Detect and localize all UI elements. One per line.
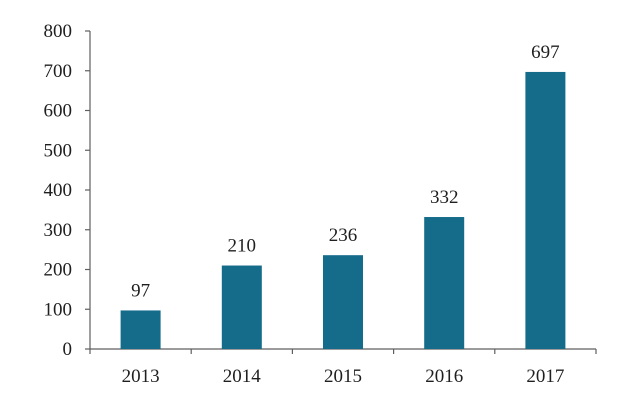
- y-tick-label: 700: [44, 61, 73, 82]
- x-tick-label: 2014: [223, 366, 262, 387]
- y-tick-label: 200: [44, 260, 73, 281]
- data-label: 236: [329, 225, 358, 246]
- bar: [525, 71, 566, 349]
- x-tick-label: 2013: [122, 366, 160, 387]
- bar: [120, 310, 161, 349]
- y-tick-label: 800: [44, 21, 73, 42]
- y-tick-label: 400: [44, 180, 73, 201]
- y-tick-label: 600: [44, 101, 73, 122]
- x-tick-label: 2016: [425, 366, 463, 387]
- y-tick-label: 300: [44, 220, 73, 241]
- data-label: 332: [430, 187, 459, 208]
- y-axis: 0 100 200 300 400 500 600 700 800: [44, 21, 91, 360]
- data-label: 697: [531, 42, 560, 63]
- x-tick-label: 2017: [526, 366, 564, 387]
- bar: [323, 255, 363, 349]
- y-tick-label: 0: [63, 339, 73, 360]
- bars: [120, 71, 566, 349]
- bar: [221, 265, 262, 349]
- data-label: 97: [131, 280, 150, 301]
- data-label: 210: [228, 236, 257, 257]
- x-tick-label: 2015: [324, 366, 362, 387]
- x-axis: 2013 2014 2015 2016 2017: [89, 348, 597, 387]
- y-tick-label: 100: [44, 299, 73, 320]
- bar-labels: 97 210 236 332 697: [131, 42, 560, 302]
- bar: [424, 217, 465, 349]
- y-tick-label: 500: [44, 140, 73, 161]
